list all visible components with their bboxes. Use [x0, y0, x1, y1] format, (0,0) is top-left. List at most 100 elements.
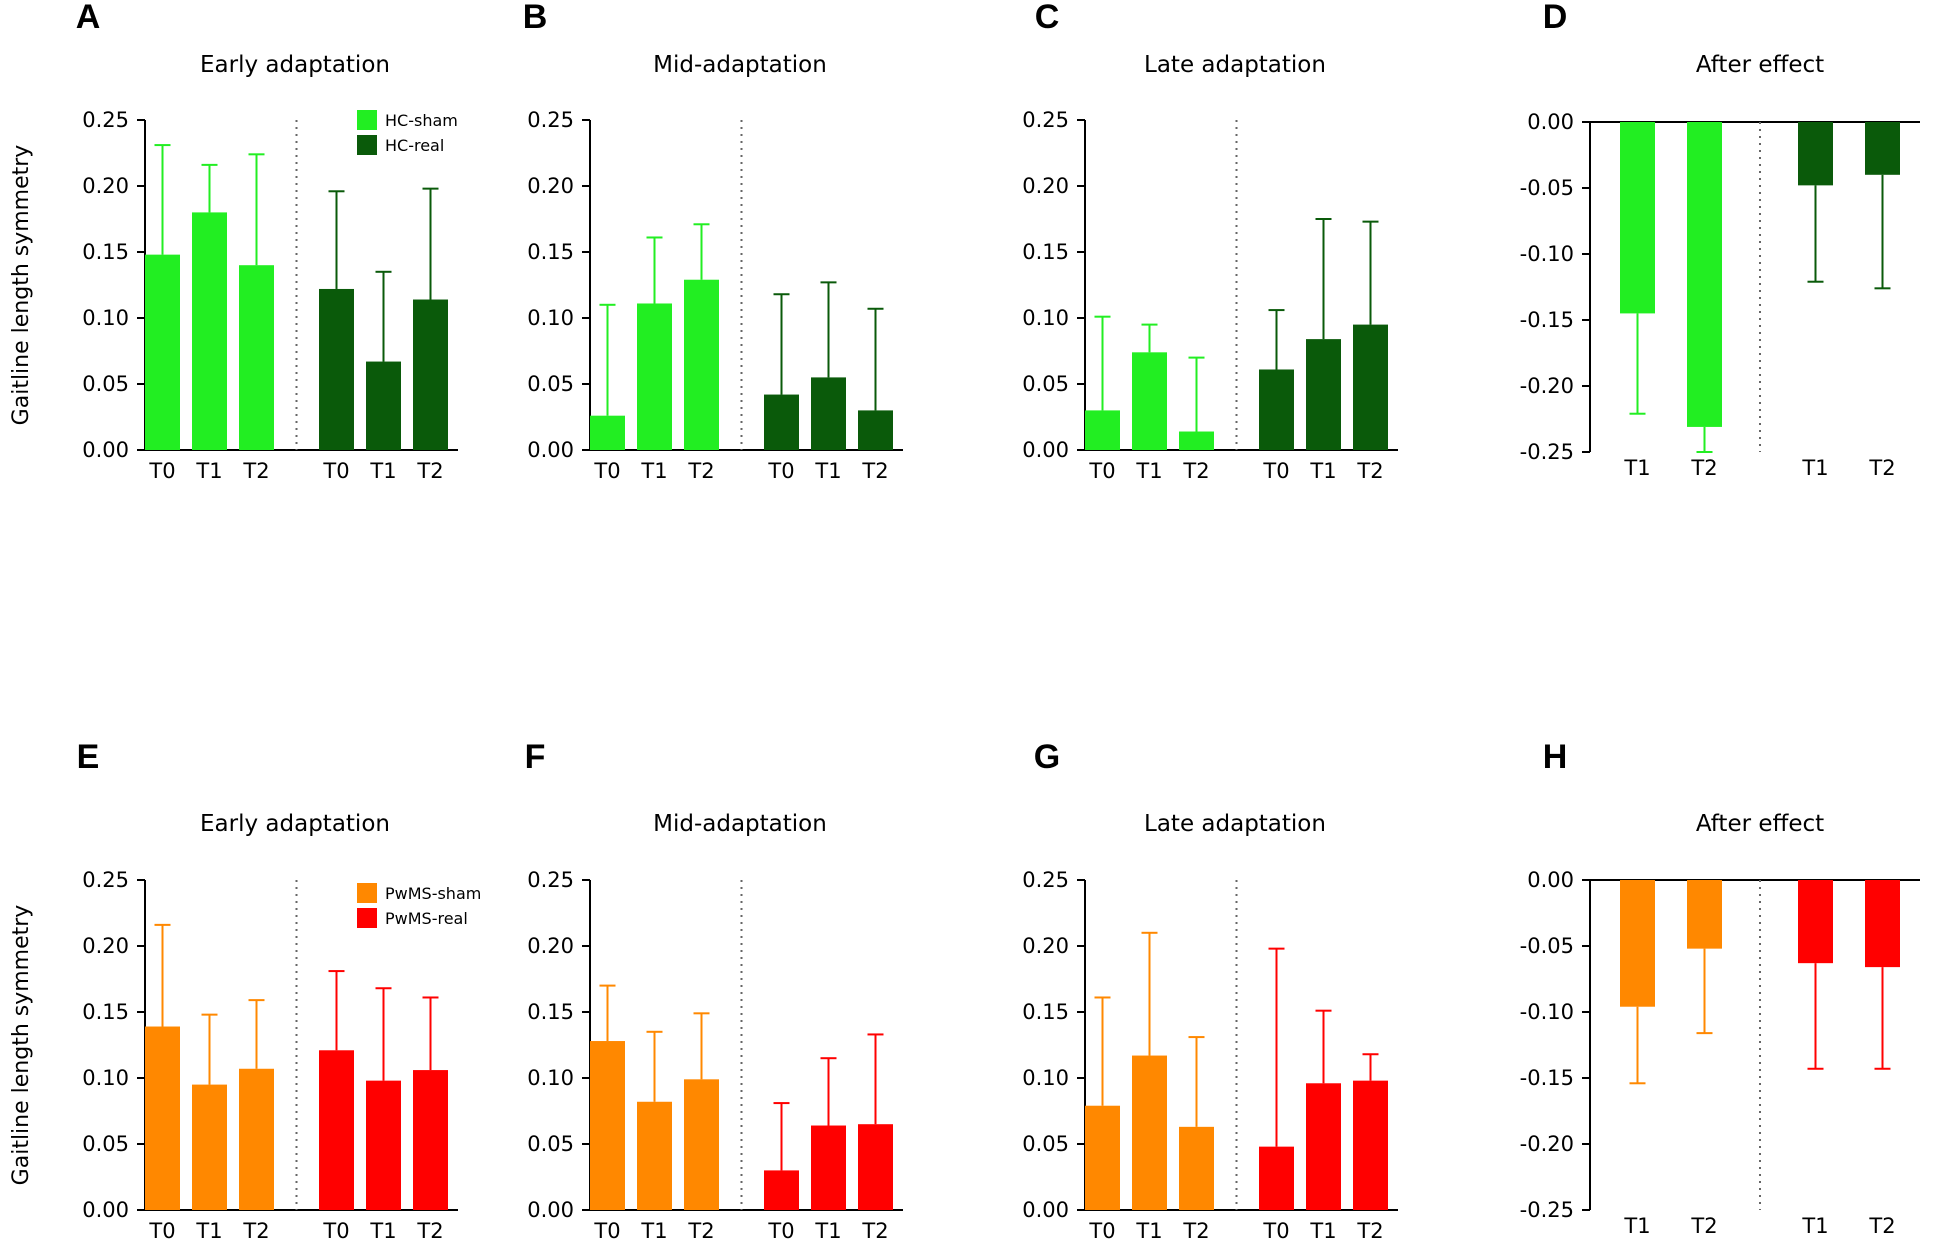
- bar: [1865, 880, 1900, 968]
- x-tick-label: T0: [1088, 1219, 1115, 1243]
- bar: [1085, 410, 1120, 450]
- bar: [590, 1041, 625, 1210]
- legend-label: PwMS-sham: [385, 884, 481, 903]
- bar: [239, 1068, 274, 1210]
- y-tick-label: -0.10: [1520, 1000, 1574, 1024]
- y-tick-label: 0.05: [1022, 1132, 1069, 1156]
- legend-swatch: [357, 883, 377, 903]
- y-tick-label: -0.05: [1520, 934, 1574, 958]
- bar: [1179, 1126, 1214, 1210]
- x-tick-label: T1: [369, 459, 396, 483]
- panel-h: H After effect 0.00 -0.05 -0.10 -0.15 -0.20 -0.…: [1520, 738, 1920, 1238]
- x-tick-label: T2: [687, 459, 714, 483]
- x-tick-label: T2: [1868, 1214, 1895, 1238]
- bar: [1353, 1080, 1388, 1210]
- x-tick-label: T0: [593, 459, 620, 483]
- bar: [1259, 1146, 1294, 1210]
- y-tick-label: 0.15: [1022, 1000, 1069, 1024]
- bar: [145, 254, 180, 450]
- bar: [590, 415, 625, 450]
- y-tick-label: 0.05: [82, 372, 129, 396]
- y-tick-label: 0.25: [82, 868, 129, 892]
- legend-label: PwMS-real: [385, 909, 468, 928]
- y-tick-label: 0.10: [1022, 306, 1069, 330]
- bar: [239, 265, 274, 450]
- y-tick-label: -0.20: [1520, 1132, 1574, 1156]
- x-tick-label: T1: [195, 459, 222, 483]
- bar: [192, 1084, 227, 1210]
- y-tick-label: 0.00: [1022, 1198, 1069, 1222]
- panel-letter: B: [523, 0, 548, 36]
- y-axis-label: Gaitline length symmetry: [9, 905, 34, 1186]
- y-tick-label: 0.00: [82, 438, 129, 462]
- x-tick-label: T2: [242, 1219, 269, 1243]
- x-tick-label: T2: [416, 459, 443, 483]
- y-tick-label: 0.20: [1022, 934, 1069, 958]
- y-tick-label: -0.20: [1520, 374, 1574, 398]
- x-tick-label: T1: [1309, 1219, 1336, 1243]
- y-tick-label: 0.25: [82, 108, 129, 132]
- y-axis-label: Gaitline length symmetry: [9, 145, 34, 426]
- y-tick-label: -0.25: [1520, 440, 1574, 464]
- bar: [1306, 1083, 1341, 1210]
- x-tick-label: T1: [1309, 459, 1336, 483]
- x-tick-label: T1: [1623, 456, 1650, 480]
- x-tick-label: T1: [369, 1219, 396, 1243]
- y-tick-label: 0.20: [1022, 174, 1069, 198]
- panel-letter: A: [76, 0, 101, 36]
- bar: [319, 1050, 354, 1210]
- y-tick-label: 0.00: [527, 1198, 574, 1222]
- legend-swatch: [357, 135, 377, 155]
- x-tick-label: T0: [1262, 459, 1289, 483]
- x-tick-label: T2: [242, 459, 269, 483]
- y-tick-label: 0.00: [1022, 438, 1069, 462]
- panel-letter: C: [1035, 0, 1060, 36]
- y-tick-label: -0.15: [1520, 308, 1574, 332]
- bar: [366, 1080, 401, 1210]
- y-tick-label: 0.00: [1527, 110, 1574, 134]
- bar: [319, 288, 354, 450]
- y-tick-label: 0.05: [82, 1132, 129, 1156]
- x-tick-label: T0: [322, 1219, 349, 1243]
- y-tick-label: 0.15: [82, 1000, 129, 1024]
- x-tick-label: T2: [1690, 1214, 1717, 1238]
- bar: [1132, 352, 1167, 450]
- y-tick-label: 0.10: [527, 306, 574, 330]
- y-tick-label: 0.15: [1022, 240, 1069, 264]
- panel-e: E Early adaptation 0.25 0.20 0.15 0.10 0.05 0.0…: [9, 738, 481, 1243]
- bar: [1132, 1055, 1167, 1210]
- panel-g: G Late adaptation 0.25 0.20 0.15 0.10 0.05 0.00…: [1022, 738, 1398, 1243]
- bar: [1179, 431, 1214, 450]
- y-tick-label: -0.10: [1520, 242, 1574, 266]
- bar: [1620, 122, 1655, 314]
- x-tick-label: T0: [1262, 1219, 1289, 1243]
- x-tick-label: T2: [1182, 1219, 1209, 1243]
- x-tick-label: T2: [1356, 459, 1383, 483]
- x-tick-label: T2: [1356, 1219, 1383, 1243]
- x-tick-label: T2: [861, 459, 888, 483]
- x-tick-label: T1: [1623, 1214, 1650, 1238]
- y-tick-label: 0.05: [527, 372, 574, 396]
- bar: [413, 1070, 448, 1210]
- bar: [684, 279, 719, 450]
- y-tick-label: 0.00: [527, 438, 574, 462]
- bar: [858, 410, 893, 450]
- y-tick-label: 0.25: [527, 868, 574, 892]
- legend-swatch: [357, 110, 377, 130]
- y-tick-label: 0.15: [82, 240, 129, 264]
- y-tick-label: 0.00: [1527, 868, 1574, 892]
- x-tick-label: T1: [814, 459, 841, 483]
- x-tick-label: T2: [687, 1219, 714, 1243]
- bar: [764, 1170, 799, 1210]
- y-tick-label: 0.00: [82, 1198, 129, 1222]
- x-tick-label: T0: [322, 459, 349, 483]
- legend-swatch: [357, 908, 377, 928]
- y-tick-label: 0.10: [527, 1066, 574, 1090]
- bar: [413, 299, 448, 450]
- bar: [1687, 122, 1722, 427]
- x-tick-label: T0: [1088, 459, 1115, 483]
- y-tick-label: 0.20: [527, 174, 574, 198]
- panel-f: F Mid-adaptation 0.25 0.20 0.15 0.10 0.05 0.00 T…: [525, 738, 903, 1243]
- panel-c: C Late adaptation 0.25 0.20 0.15 0.10 0.05 0.00…: [1022, 0, 1398, 483]
